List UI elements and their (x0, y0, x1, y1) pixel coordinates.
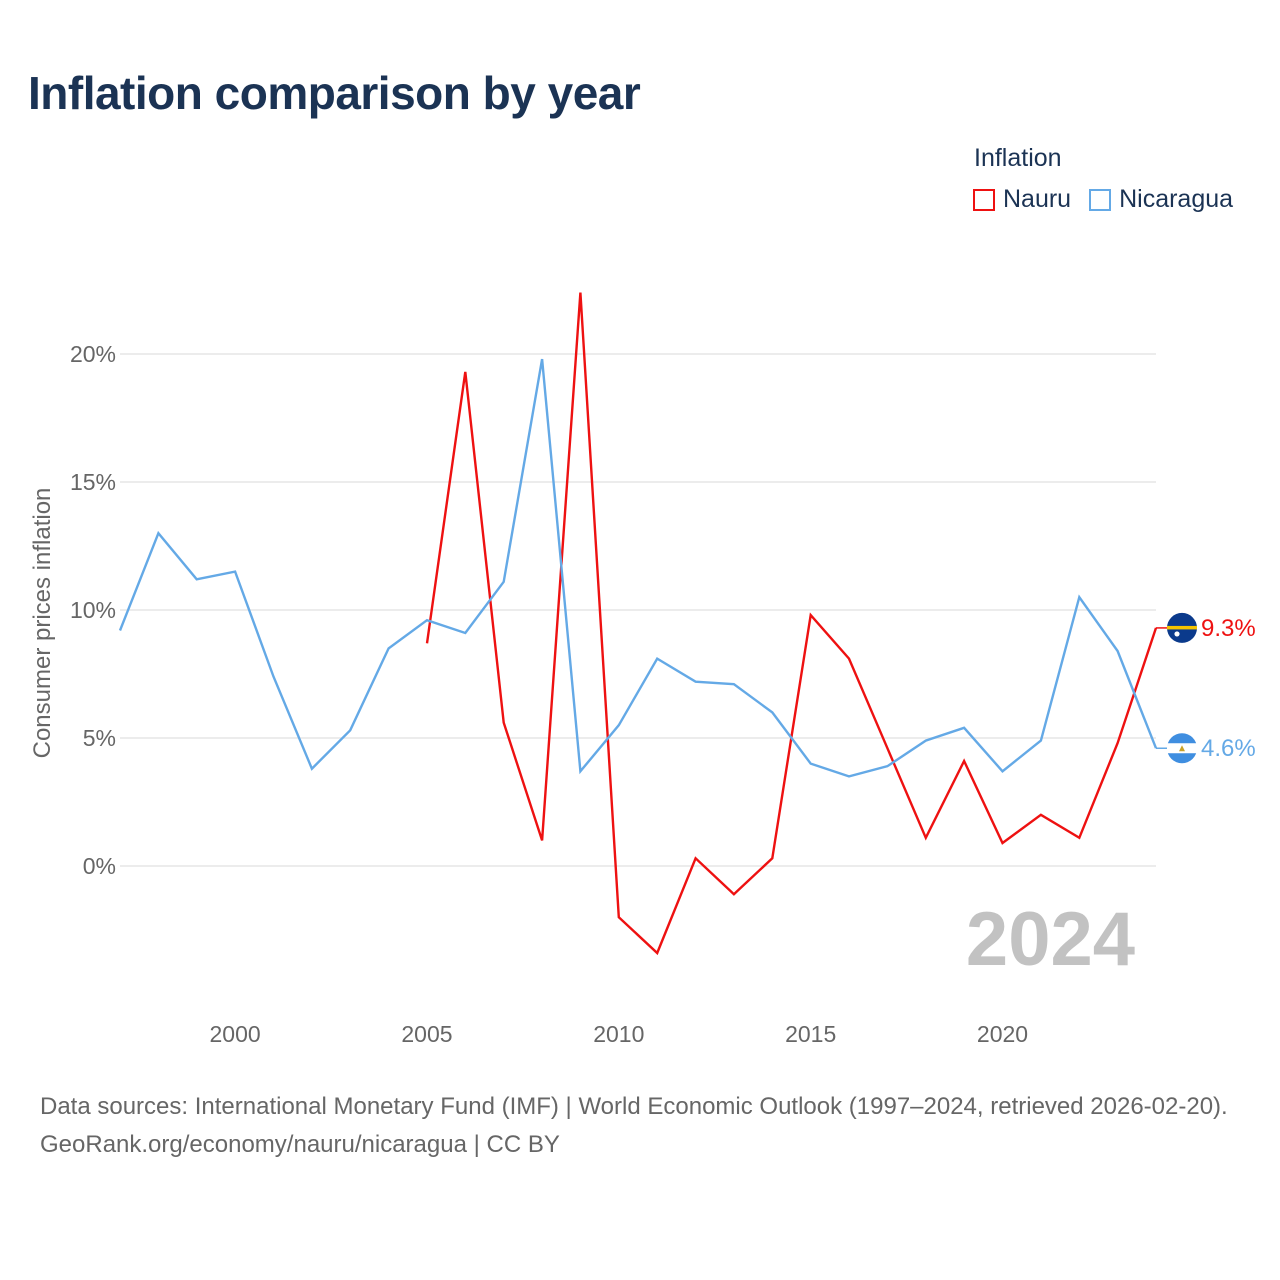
y-axis-title: Consumer prices inflation (29, 488, 56, 759)
end-value-label-nicaragua: 4.6% (1201, 735, 1256, 762)
legend-swatch-nauru (973, 188, 995, 211)
x-tick-label: 2005 (401, 1021, 452, 1047)
y-axis-ticks: 0% 5% 10% 15% 20% (70, 341, 116, 879)
series-lines (118, 292, 1158, 956)
legend-title: Inflation (974, 144, 1062, 172)
x-tick-label: 2020 (977, 1021, 1028, 1047)
nicaragua-flag-icon (1167, 733, 1197, 764)
chart-title: Inflation comparison by year (28, 67, 641, 119)
year-watermark: 2024 (966, 897, 1135, 982)
legend-swatch-nicaragua (1089, 188, 1112, 211)
line-chart: 0% 5% 10% 15% 20% 2000 2005 2010 2015 2020 Consu… (29, 292, 1256, 1047)
end-markers: 9.3% 4.6% (1156, 612, 1256, 764)
x-tick-label: 2000 (210, 1021, 261, 1047)
legend: Nauru Nicaragua (973, 185, 1251, 214)
legend-label-nicaragua: Nicaragua (1119, 185, 1234, 213)
y-tick-label: 0% (83, 853, 116, 879)
x-tick-label: 2015 (785, 1021, 836, 1047)
source-text: Data sources: International Monetary Fun… (40, 1093, 1228, 1120)
legend-item-nauru[interactable]: Nauru (973, 185, 1071, 214)
legend-label-nauru: Nauru (1003, 185, 1072, 213)
end-value-label-nauru: 9.3% (1201, 615, 1256, 642)
x-axis-ticks: 2000 2005 2010 2015 2020 (210, 1021, 1029, 1047)
nauru-flag-icon (1167, 612, 1197, 643)
source-note: Data sources: International Monetary Fun… (40, 1088, 1250, 1164)
y-tick-label: 20% (70, 341, 116, 367)
source-link[interactable]: GeoRank.org/economy/nauru/nicaragua | CC… (40, 1131, 560, 1158)
y-tick-label: 5% (83, 725, 116, 751)
gridlines (120, 353, 1156, 867)
series-line-nicaragua[interactable] (118, 358, 1158, 778)
y-tick-label: 10% (70, 597, 116, 623)
legend-item-nicaragua[interactable]: Nicaragua (1089, 185, 1233, 214)
y-tick-label: 15% (70, 469, 116, 495)
x-tick-label: 2010 (593, 1021, 644, 1047)
